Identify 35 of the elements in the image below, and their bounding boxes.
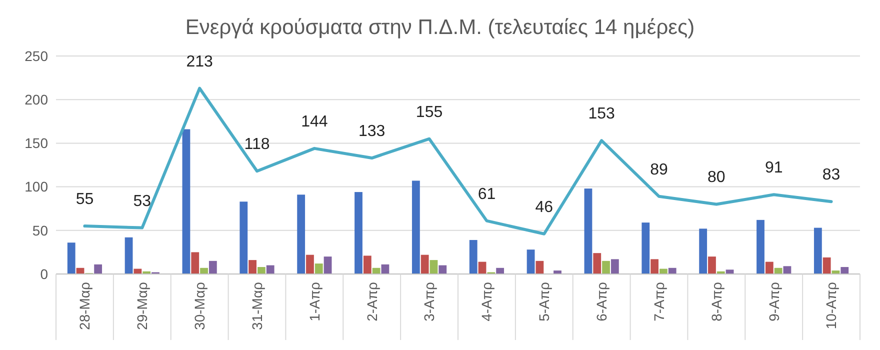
data-label: 144: [301, 113, 328, 130]
data-label: 61: [478, 186, 496, 203]
y-tick-label: 50: [32, 222, 48, 238]
x-tick-label: 6-Απρ: [593, 282, 610, 322]
x-tick-label: 9-Απρ: [766, 282, 782, 322]
x-tick-label: 3-Απρ: [421, 282, 438, 322]
x-tick-label: 8-Απρ: [708, 282, 724, 322]
x-tick-label: 5-Απρ: [536, 282, 552, 322]
y-tick-label: 250: [24, 48, 48, 64]
x-tick-label: 10-Απρ: [823, 282, 840, 330]
data-label: 91: [764, 160, 783, 177]
x-tick-label: 2-Απρ: [364, 282, 380, 322]
chart-title: Ενεργά κρούσματα στην Π.Δ.Μ. (τελευταίες 14 ημέρες): [185, 16, 695, 39]
data-label: 80: [708, 169, 726, 186]
x-tick-label: 4-Απρ: [478, 282, 495, 322]
x-tick-label: 7-Απρ: [650, 282, 667, 322]
x-tick-label: 30-Μαρ: [191, 282, 208, 330]
x-tick-label: 29-Μαρ: [134, 282, 150, 330]
y-tick-label: 100: [24, 178, 48, 195]
data-label: 118: [244, 136, 270, 154]
data-label: 153: [588, 106, 616, 123]
data-label: 46: [535, 198, 554, 216]
data-label: 89: [650, 161, 668, 178]
y-tick-label: 0: [40, 266, 48, 282]
y-tick-label: 200: [24, 92, 48, 108]
data-label: 213: [186, 53, 214, 70]
data-label: 83: [822, 166, 840, 184]
data-label: 155: [416, 104, 443, 121]
x-tick-label: 28-Μαρ: [76, 282, 93, 330]
x-tick-label: 1-Απρ: [306, 282, 322, 322]
y-tick-label: 150: [24, 135, 48, 152]
data-label: 53: [133, 192, 152, 210]
data-label: 55: [76, 191, 94, 208]
x-tick-label: 31-Μαρ: [248, 282, 265, 330]
data-label: 133: [358, 123, 386, 140]
